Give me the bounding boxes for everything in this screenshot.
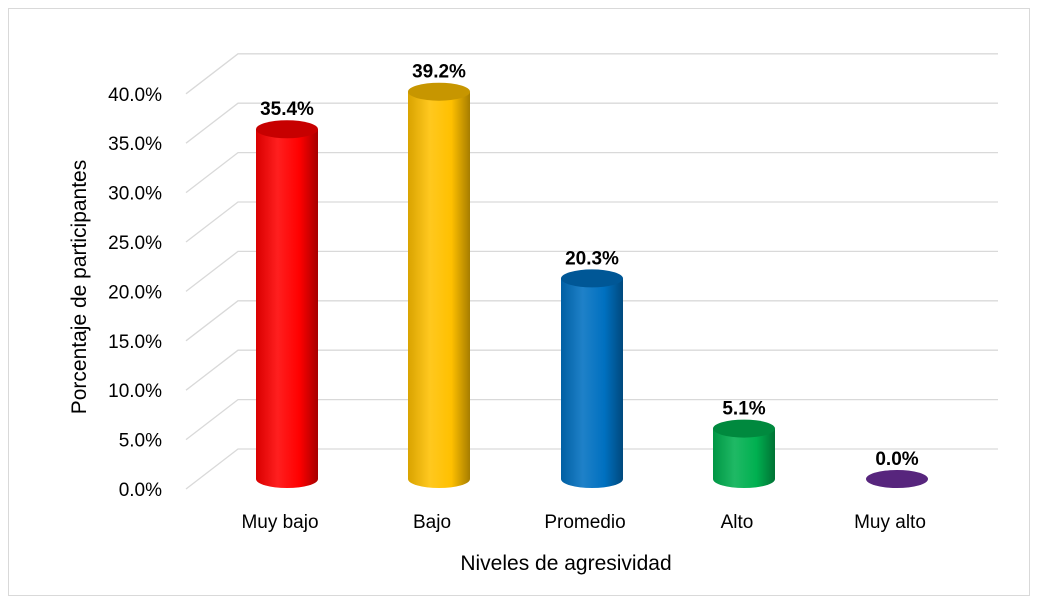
x-tick-label: Bajo: [413, 512, 451, 533]
y-tick-label: 25.0%: [108, 233, 162, 254]
chart-frame: [8, 8, 1030, 596]
y-tick-label: 0.0%: [119, 480, 162, 501]
grid-line: [185, 201, 998, 243]
bar-top: [713, 419, 775, 438]
bars: [256, 82, 928, 489]
x-tick-label: Alto: [721, 512, 754, 533]
x-tick-label: Promedio: [544, 512, 625, 533]
data-label: 35.4%: [260, 99, 314, 120]
data-label: 0.0%: [875, 449, 918, 470]
data-labels: 35.4% 39.2% 20.3% 5.1% 0.0%: [260, 62, 919, 470]
bar-promedio: [561, 269, 623, 488]
bar-body: [713, 428, 775, 488]
bar-body: [256, 129, 318, 489]
y-axis-tick-labels: 0.0% 5.0% 10.0% 15.0% 20.0% 25.0% 30.0% 35.0% 40…: [108, 85, 162, 501]
y-axis-title: Porcentaje de participantes: [68, 160, 91, 415]
y-tick-label: 15.0%: [108, 332, 162, 353]
x-axis-title: Niveles de agresividad: [460, 552, 671, 575]
bar-body: [561, 278, 623, 488]
grid-line: [185, 300, 998, 342]
grid-line: [185, 398, 998, 441]
y-tick-label: 10.0%: [108, 381, 162, 402]
grid-line: [185, 53, 998, 95]
y-tick-label: 35.0%: [108, 134, 162, 155]
grid-line: [185, 151, 998, 194]
bar-muy-alto: [866, 470, 928, 488]
bar-body: [408, 91, 470, 488]
bar-top: [256, 120, 318, 139]
grid-line: [185, 349, 998, 391]
bar-bajo: [408, 82, 470, 488]
bar-muy-bajo: [256, 120, 318, 489]
grid-line: [185, 102, 998, 144]
y-tick-label: 40.0%: [108, 85, 162, 106]
bar-top: [866, 470, 928, 488]
data-label: 5.1%: [722, 399, 765, 420]
bar-alto: [713, 419, 775, 488]
x-tick-label: Muy bajo: [241, 512, 318, 533]
grid-line: [185, 250, 998, 292]
x-tick-label: Muy alto: [854, 512, 926, 533]
y-tick-label: 20.0%: [108, 282, 162, 303]
bar-top: [408, 82, 470, 101]
data-label: 20.3%: [565, 248, 619, 269]
data-label: 39.2%: [412, 62, 466, 83]
bar-top: [561, 269, 623, 288]
x-axis-category-labels: Muy bajo Bajo Promedio Alto Muy alto: [241, 512, 925, 533]
y-tick-label: 5.0%: [119, 431, 162, 452]
y-tick-label: 30.0%: [108, 184, 162, 205]
